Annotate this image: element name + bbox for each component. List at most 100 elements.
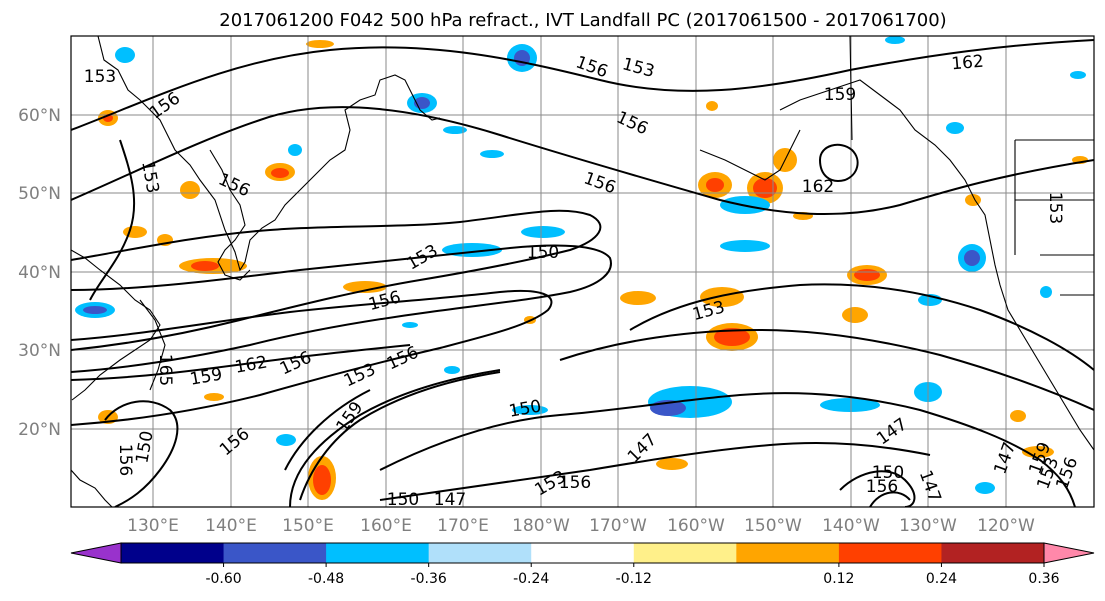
patch bbox=[443, 126, 467, 134]
colorbar-segment bbox=[428, 543, 532, 563]
lon-label: 130°W bbox=[899, 516, 957, 536]
patch bbox=[115, 47, 135, 63]
lon-label: 130°E bbox=[127, 516, 179, 536]
contour-label: 150 bbox=[387, 490, 419, 510]
patch bbox=[271, 168, 289, 178]
patch bbox=[1022, 446, 1054, 458]
longitude-labels: 130°E 140°E 150°E 160°E 170°E 180°W 170°W 160°W… bbox=[127, 516, 1035, 536]
patch bbox=[480, 150, 504, 158]
patch bbox=[521, 226, 565, 238]
contour-line bbox=[89, 139, 136, 301]
patch bbox=[706, 178, 724, 192]
patch bbox=[842, 307, 868, 323]
patch bbox=[706, 101, 718, 111]
map-frame bbox=[70, 35, 1095, 508]
colorbar-tick-label: 0.24 bbox=[926, 571, 957, 587]
patch bbox=[656, 458, 688, 470]
lon-label: 150°W bbox=[744, 516, 802, 536]
contour-label: 147 bbox=[434, 490, 466, 510]
colorbar-segment bbox=[838, 543, 942, 563]
patch bbox=[620, 291, 656, 305]
colorbar: -0.60-0.48-0.36-0.24-0.120.120.240.360.4… bbox=[70, 542, 1095, 587]
coastline-asia bbox=[97, 36, 441, 272]
patch bbox=[444, 366, 460, 374]
patch bbox=[123, 226, 147, 238]
lon-label: 120°W bbox=[977, 516, 1035, 536]
contour-line bbox=[379, 442, 931, 501]
coastline-east-asia bbox=[71, 249, 161, 401]
lon-label: 160°E bbox=[360, 516, 412, 536]
colorbar-tick-label: -0.36 bbox=[411, 571, 447, 587]
colorbar-frame bbox=[120, 542, 1045, 564]
colorbar-segment bbox=[326, 543, 430, 563]
refractivity-contours bbox=[71, 39, 1094, 507]
lat-label: 60°N bbox=[18, 106, 61, 126]
coastline-kamchatka bbox=[209, 149, 251, 281]
contour-label: 159 bbox=[824, 85, 856, 105]
patch bbox=[83, 306, 107, 314]
contour-label: 153 bbox=[84, 67, 116, 87]
contour-label: 153 bbox=[1045, 192, 1065, 224]
patch bbox=[288, 144, 302, 156]
coastline-japan bbox=[139, 299, 166, 391]
patch bbox=[975, 482, 995, 494]
patch bbox=[512, 405, 548, 415]
patch bbox=[964, 250, 980, 266]
colorbar-tick-label: -0.60 bbox=[205, 571, 241, 587]
coastline-north-america bbox=[779, 79, 1094, 451]
contour-line bbox=[379, 392, 1076, 507]
patch bbox=[820, 398, 880, 412]
patch bbox=[343, 281, 387, 293]
lon-label: 180°W bbox=[512, 516, 570, 536]
lat-label: 50°N bbox=[18, 184, 61, 204]
lat-label: 30°N bbox=[18, 341, 61, 361]
colorbar-tick-label: 0.12 bbox=[823, 571, 854, 587]
patch bbox=[946, 122, 964, 134]
lat-label: 20°N bbox=[18, 420, 61, 440]
gridlines bbox=[71, 36, 1094, 507]
patch bbox=[700, 287, 744, 307]
patch bbox=[885, 36, 905, 44]
contour-line bbox=[71, 39, 1094, 131]
map-panel: 153 156 153 156 162 159 156 156 162 153 … bbox=[70, 35, 1095, 510]
contour-line bbox=[104, 400, 179, 507]
lon-label: 170°E bbox=[437, 516, 489, 536]
contour-line bbox=[629, 283, 1094, 371]
patch bbox=[1070, 71, 1086, 79]
colorbar-segment bbox=[633, 543, 737, 563]
contour-line bbox=[71, 106, 1094, 216]
contour-line bbox=[71, 289, 553, 426]
patch bbox=[1010, 410, 1026, 422]
contour-line bbox=[71, 344, 501, 501]
colorbar-tick-label: -0.24 bbox=[513, 571, 549, 587]
colorbar-segment bbox=[531, 543, 635, 563]
colorbar-tick-label: -0.12 bbox=[616, 571, 652, 587]
contour-line bbox=[839, 470, 916, 507]
latitude-labels: 60°N 50°N 40°N 30°N 20°N bbox=[18, 106, 61, 440]
lon-label: 140°E bbox=[205, 516, 257, 536]
contour-label: 156 bbox=[866, 477, 898, 497]
lon-label: 160°W bbox=[667, 516, 725, 536]
contour-label: 165 bbox=[155, 354, 175, 386]
patch bbox=[313, 465, 331, 495]
patch bbox=[854, 269, 880, 281]
patch bbox=[402, 322, 418, 328]
contour-label: 156 bbox=[115, 444, 135, 476]
shaded-anomaly-patches bbox=[75, 36, 1088, 500]
coastline-aleutian bbox=[699, 129, 801, 181]
colorbar-segment bbox=[223, 543, 327, 563]
patch bbox=[1040, 286, 1052, 298]
contour-label: 162 bbox=[802, 177, 834, 197]
map-title: 2017061200 F042 500 hPa refract., IVT La… bbox=[219, 10, 946, 31]
patch bbox=[720, 240, 770, 252]
lat-label: 40°N bbox=[18, 263, 61, 283]
coastlines bbox=[71, 36, 1094, 507]
lon-label: 140°W bbox=[822, 516, 880, 536]
patch bbox=[204, 393, 224, 401]
lon-label: 150°E bbox=[282, 516, 334, 536]
colorbar-segment bbox=[121, 543, 225, 563]
colorbar-extend-low bbox=[70, 542, 122, 564]
contour-line bbox=[71, 244, 612, 373]
coastline-south bbox=[71, 469, 113, 507]
